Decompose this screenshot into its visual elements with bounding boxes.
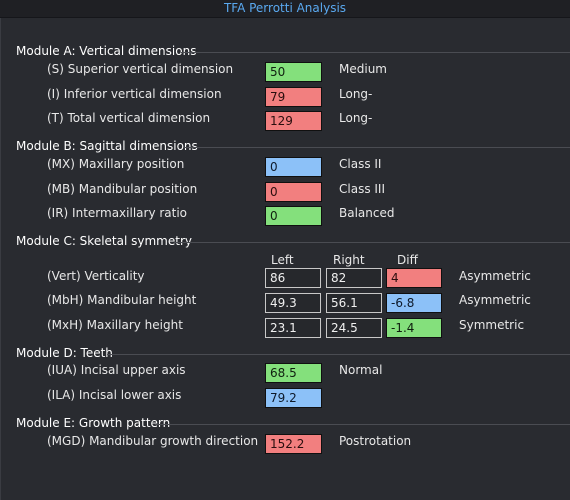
module-c-title: Module C: Skeletal symmetry <box>16 234 192 248</box>
total-vertical-status: Long- <box>339 111 373 125</box>
module-a-title: Module A: Vertical dimensions <box>16 44 197 58</box>
mandibular-growth-label: (MGD) Mandibular growth direction <box>47 434 259 448</box>
mandibular-position-field[interactable]: 0 <box>265 182 322 202</box>
superior-vertical-status: Medium <box>339 62 387 76</box>
inferior-vertical-field[interactable]: 79 <box>265 87 322 107</box>
maxillary-height-left-field[interactable]: 23.1 <box>265 318 321 338</box>
verticality-left-field[interactable]: 86 <box>265 268 321 288</box>
mandibular-growth-field[interactable]: 152.2 <box>265 434 322 454</box>
incisal-upper-axis-status: Normal <box>339 363 383 377</box>
incisal-lower-axis-label: (ILA) Incisal lower axis <box>47 388 182 402</box>
inferior-vertical-status: Long- <box>339 87 373 101</box>
intermaxillary-ratio-status: Balanced <box>339 206 395 220</box>
verticality-right-field[interactable]: 82 <box>326 268 382 288</box>
module-a-separator <box>181 52 570 53</box>
maxillary-height-status: Symmetric <box>459 318 525 332</box>
col-header-right: Right <box>333 253 365 267</box>
superior-vertical-field[interactable]: 50 <box>265 62 322 82</box>
total-vertical-field[interactable]: 129 <box>265 111 322 131</box>
inferior-vertical-label: (I) Inferior vertical dimension <box>47 87 222 101</box>
intermaxillary-ratio-label: (IR) Intermaxillary ratio <box>47 206 188 220</box>
mandibular-height-left-field[interactable]: 49.3 <box>265 293 321 313</box>
window-title: TFA Perrotti Analysis <box>223 1 347 15</box>
maxillary-height-diff-field[interactable]: -1.4 <box>386 318 442 338</box>
incisal-upper-axis-label: (IUA) Incisal upper axis <box>47 363 186 377</box>
maxillary-position-field[interactable]: 0 <box>265 157 322 177</box>
maxillary-height-right-field[interactable]: 24.5 <box>326 318 382 338</box>
module-e-title: Module E: Growth pattern <box>16 416 171 430</box>
mandibular-height-right-field[interactable]: 56.1 <box>326 293 382 313</box>
window-titlebar: TFA Perrotti Analysis <box>0 0 570 18</box>
module-d-separator <box>107 354 570 355</box>
superior-vertical-label: (S) Superior vertical dimension <box>47 62 234 76</box>
verticality-status: Asymmetric <box>459 269 531 283</box>
mandibular-growth-status: Postrotation <box>339 434 412 448</box>
intermaxillary-ratio-field[interactable]: 0 <box>265 206 322 226</box>
module-e-separator <box>155 424 570 425</box>
verticality-diff-field[interactable]: 4 <box>386 268 442 288</box>
window-left-edge <box>0 18 1 500</box>
incisal-upper-axis-field[interactable]: 68.5 <box>265 363 322 383</box>
module-b-separator <box>184 147 570 148</box>
module-d-title: Module D: Teeth <box>16 346 113 360</box>
maxillary-height-label: (MxH) Maxillary height <box>47 318 183 332</box>
col-header-left: Left <box>271 253 294 267</box>
mandibular-position-status: Class III <box>339 182 386 196</box>
mandibular-height-diff-field[interactable]: -6.8 <box>386 293 442 313</box>
maxillary-position-status: Class II <box>339 157 382 171</box>
col-header-diff: Diff <box>397 253 418 267</box>
incisal-lower-axis-field[interactable]: 79.2 <box>265 388 322 408</box>
maxillary-position-label: (MX) Maxillary position <box>47 157 185 171</box>
mandibular-height-label: (MbH) Mandibular height <box>47 293 197 307</box>
verticality-label: (Vert) Verticality <box>47 269 145 283</box>
module-c-separator <box>174 242 570 243</box>
mandibular-position-label: (MB) Mandibular position <box>47 182 198 196</box>
mandibular-height-status: Asymmetric <box>459 293 531 307</box>
module-b-title: Module B: Sagittal dimensions <box>16 139 198 153</box>
total-vertical-label: (T) Total vertical dimension <box>47 111 211 125</box>
